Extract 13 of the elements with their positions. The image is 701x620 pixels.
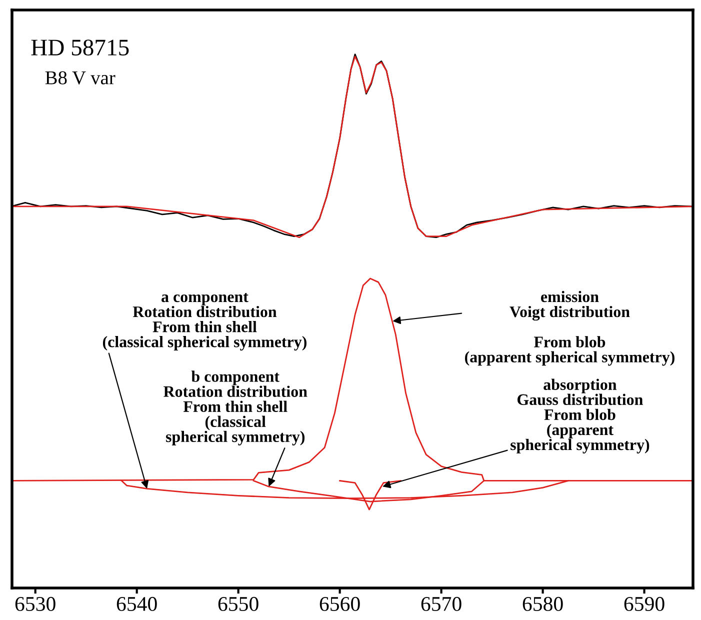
annotation: emission Voigt distribution From blob (apparent spherical symmetry) [465, 290, 674, 366]
x-tick-label: 6540 [116, 596, 157, 611]
annotation: a component Rotation distribution From thin shell (classical spherical symmetry) [102, 293, 306, 351]
text: B8 V var [45, 71, 116, 84]
annotation: b component Rotation distribution From thin shell (classical spherical symmetry) [164, 370, 308, 446]
x-tick-label: 6590 [624, 596, 664, 611]
x-tick-label: 6530 [15, 596, 56, 611]
annotation: absorption Gauss distribution From blob (apparent spherical symmetry) [510, 378, 650, 454]
x-tick-label: 6560 [320, 596, 360, 611]
x-tick-label: 6580 [522, 596, 563, 611]
x-tick-label: 6570 [421, 596, 462, 611]
chart-title: HD 58715 [31, 40, 129, 56]
x-tick-label: 6550 [218, 596, 258, 611]
